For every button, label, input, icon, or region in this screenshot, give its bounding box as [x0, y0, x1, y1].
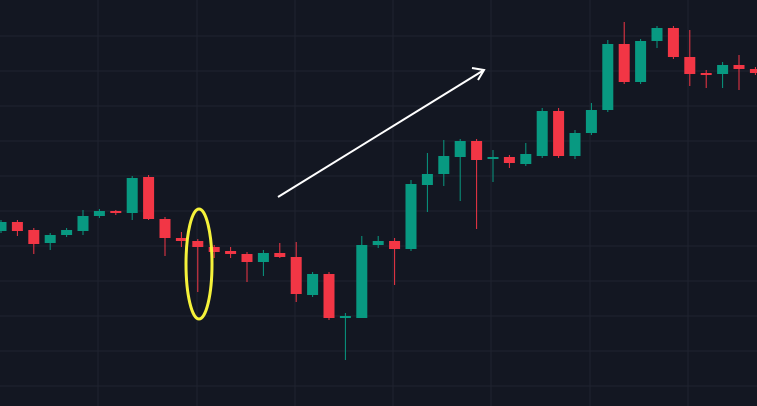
candle-body: [44, 235, 56, 243]
candle-body: [0, 222, 7, 231]
candle-body: [11, 222, 23, 231]
candles: [0, 22, 757, 360]
candle-body: [192, 241, 204, 247]
candle-body: [733, 65, 745, 69]
candle-body: [569, 133, 581, 156]
candle-body: [421, 174, 433, 185]
candle-body: [454, 141, 466, 157]
candle-body: [635, 41, 647, 82]
candle-body: [602, 44, 614, 110]
candle-body: [684, 57, 696, 74]
candle-body: [274, 253, 286, 257]
highlight-ellipse: [184, 207, 214, 321]
candle-body: [28, 230, 40, 244]
candle-body: [503, 157, 515, 163]
candle-body: [553, 111, 565, 156]
candle-body: [126, 178, 138, 213]
arrow-line: [277, 69, 485, 198]
candle-body: [471, 141, 483, 160]
candle-body: [536, 111, 548, 156]
candle-body: [110, 211, 122, 213]
candle-body: [159, 219, 171, 238]
candle-body: [339, 316, 351, 318]
candle-body: [749, 69, 757, 73]
candle-body: [667, 28, 679, 57]
candle-body: [389, 241, 401, 249]
candle-body: [77, 216, 89, 231]
candle-body: [585, 110, 597, 133]
candle-body: [323, 274, 335, 318]
candle-body: [700, 73, 712, 75]
candle-body: [487, 157, 499, 159]
trend-arrow: [277, 67, 486, 198]
candle-body: [93, 211, 105, 216]
candle-body: [356, 245, 368, 318]
candle-body: [175, 238, 187, 241]
candle-body: [618, 44, 630, 82]
candle-body: [290, 257, 302, 294]
candle-body: [61, 230, 73, 235]
candle-body: [651, 28, 663, 41]
candle-body: [225, 251, 237, 254]
candle-body: [241, 254, 253, 262]
candle-body: [405, 184, 417, 249]
candle-body: [143, 177, 155, 219]
candle-body: [208, 247, 220, 252]
candle-body: [307, 274, 319, 295]
candle-body: [520, 154, 532, 164]
arrow-head: [471, 67, 486, 81]
candle-body: [717, 65, 729, 74]
candle-body: [257, 253, 269, 262]
candle-body: [438, 156, 450, 174]
candle-body: [372, 241, 384, 245]
